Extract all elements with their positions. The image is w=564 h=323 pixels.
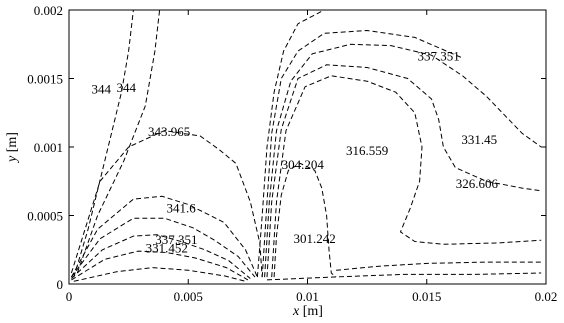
x-axis-label: x [m] [292,304,323,319]
contour-line-6 [71,234,251,279]
contour-line-8 [73,267,246,282]
contour-label: 304.204 [282,157,325,172]
y-tick-label: 0.0015 [27,72,63,87]
contour-label: 301.242 [294,231,336,246]
contour-line-10 [261,29,463,278]
contour-line-15 [336,261,542,271]
contour-line-14 [273,162,337,278]
x-tick-labels: 0 0.005 0.01 0.015 0.02 [66,289,558,304]
contour-line-3 [70,130,263,278]
x-tick-label: 0 [66,289,73,304]
x-tick-label: 0.01 [296,289,319,304]
contour-label: 344 [116,80,136,95]
contour-label: 331.452 [146,240,188,255]
y-axis-label: y [m] [5,132,20,164]
contour-line-4 [70,195,258,278]
contour-line-16 [266,272,542,281]
contour-line-7 [71,250,249,281]
y-tick-label: 0.001 [34,140,63,155]
contour-line-9 [256,9,325,278]
contour-label: 341.6 [166,201,196,216]
x-tick-label: 0.02 [535,289,558,304]
contour-label: 326.606 [456,176,499,191]
y-tick-label: 0.002 [34,3,63,18]
contour-line-12 [266,64,542,278]
contour-label: 337.351 [155,232,197,247]
contour-line-13 [271,75,542,278]
contour-line-1 [73,9,134,278]
contour-labels: 344 344343.965341.6337.351331.452304.2043… [91,49,498,256]
contour-label: 337.351 [418,49,460,64]
contour-line-11 [264,43,542,278]
contour-line-2 [76,9,161,274]
contour-label: 331.45 [461,132,497,147]
contour-label: 343.965 [148,124,190,139]
y-tick-label: 0 [57,277,64,292]
contour-lines [70,9,542,282]
y-tick-labels: 0 0.0005 0.001 0.0015 0.002 [27,3,63,292]
x-tick-label: 0.005 [174,289,203,304]
contour-label: 316.559 [346,143,388,158]
axis-ticks [68,9,547,285]
contour-label: 344 [91,81,111,96]
y-tick-label: 0.0005 [27,209,63,224]
x-tick-label: 0.015 [412,289,441,304]
